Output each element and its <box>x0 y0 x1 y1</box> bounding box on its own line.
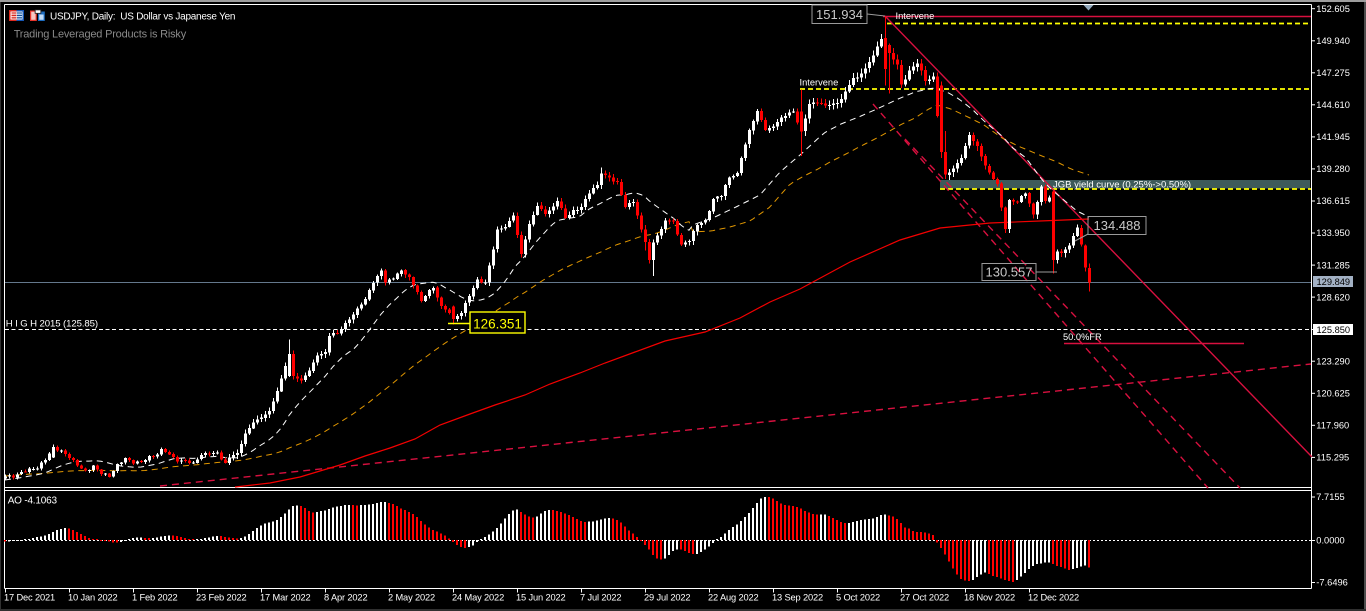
svg-text:1 Feb 2022: 1 Feb 2022 <box>132 593 178 603</box>
svg-text:152.605: 152.605 <box>1316 4 1350 14</box>
svg-text:Intervene: Intervene <box>800 77 839 87</box>
svg-text:12 Dec 2022: 12 Dec 2022 <box>1028 593 1079 603</box>
svg-text:117.960: 117.960 <box>1316 421 1349 431</box>
svg-text:29 Jul 2022: 29 Jul 2022 <box>644 593 690 603</box>
svg-text:15 Jun 2022: 15 Jun 2022 <box>516 593 566 603</box>
svg-text:125.850: 125.850 <box>1317 325 1351 335</box>
svg-text:17 Dec 2021: 17 Dec 2021 <box>4 593 55 603</box>
svg-text:Trading Leveraged Products is: Trading Leveraged Products is Risky <box>14 29 187 41</box>
svg-text:7 Jul 2022: 7 Jul 2022 <box>580 593 621 603</box>
svg-text:USDJPY, Daily: US Dollar vs J: USDJPY, Daily: US Dollar vs Japanese Yen <box>50 12 235 23</box>
svg-text:144.610: 144.610 <box>1316 100 1350 110</box>
svg-text:17 Mar 2022: 17 Mar 2022 <box>260 593 311 603</box>
svg-text:130.557: 130.557 <box>986 265 1033 280</box>
svg-text:AO -4.1063: AO -4.1063 <box>8 495 58 506</box>
svg-text:H I G H 2015 (125.85): H I G H 2015 (125.85) <box>6 318 98 329</box>
svg-text:134.488: 134.488 <box>1094 218 1141 233</box>
svg-text:27 Oct 2022: 27 Oct 2022 <box>900 593 949 603</box>
svg-text:133.950: 133.950 <box>1316 228 1350 238</box>
svg-text:18 Nov 2022: 18 Nov 2022 <box>964 593 1015 603</box>
svg-text:0.0000: 0.0000 <box>1316 536 1344 546</box>
svg-text:120.625: 120.625 <box>1316 389 1350 399</box>
svg-text:5 Oct 2022: 5 Oct 2022 <box>836 593 880 603</box>
svg-text:24 May 2022: 24 May 2022 <box>452 593 504 603</box>
svg-text:149.940: 149.940 <box>1316 36 1350 46</box>
svg-text:-7.6496: -7.6496 <box>1316 578 1348 588</box>
svg-text:151.934: 151.934 <box>816 7 863 22</box>
svg-text:22 Aug 2022: 22 Aug 2022 <box>708 593 759 603</box>
svg-text:115.295: 115.295 <box>1316 453 1349 463</box>
svg-text:7.7155: 7.7155 <box>1316 492 1344 502</box>
svg-text:128.620: 128.620 <box>1316 292 1350 302</box>
svg-text:136.615: 136.615 <box>1316 196 1350 206</box>
svg-text:126.351: 126.351 <box>473 317 522 332</box>
svg-text:13 Sep 2022: 13 Sep 2022 <box>772 593 823 603</box>
svg-text:129.849: 129.849 <box>1317 277 1351 287</box>
svg-text:10 Jan 2022: 10 Jan 2022 <box>68 593 118 603</box>
svg-text:139.280: 139.280 <box>1316 164 1350 174</box>
svg-text:JGB yield curve (0.25%->0.50%): JGB yield curve (0.25%->0.50%) <box>1053 180 1191 191</box>
svg-text:Intervene: Intervene <box>896 11 935 21</box>
svg-text:123.290: 123.290 <box>1316 356 1350 366</box>
svg-text:141.945: 141.945 <box>1316 132 1350 142</box>
svg-text:131.285: 131.285 <box>1316 260 1350 270</box>
svg-text:2 May 2022: 2 May 2022 <box>388 593 435 603</box>
svg-text:147.275: 147.275 <box>1316 68 1350 78</box>
svg-text:8 Apr 2022: 8 Apr 2022 <box>324 593 367 603</box>
svg-text:50.0%FR: 50.0%FR <box>1063 332 1102 342</box>
svg-text:23 Feb 2022: 23 Feb 2022 <box>196 593 247 603</box>
